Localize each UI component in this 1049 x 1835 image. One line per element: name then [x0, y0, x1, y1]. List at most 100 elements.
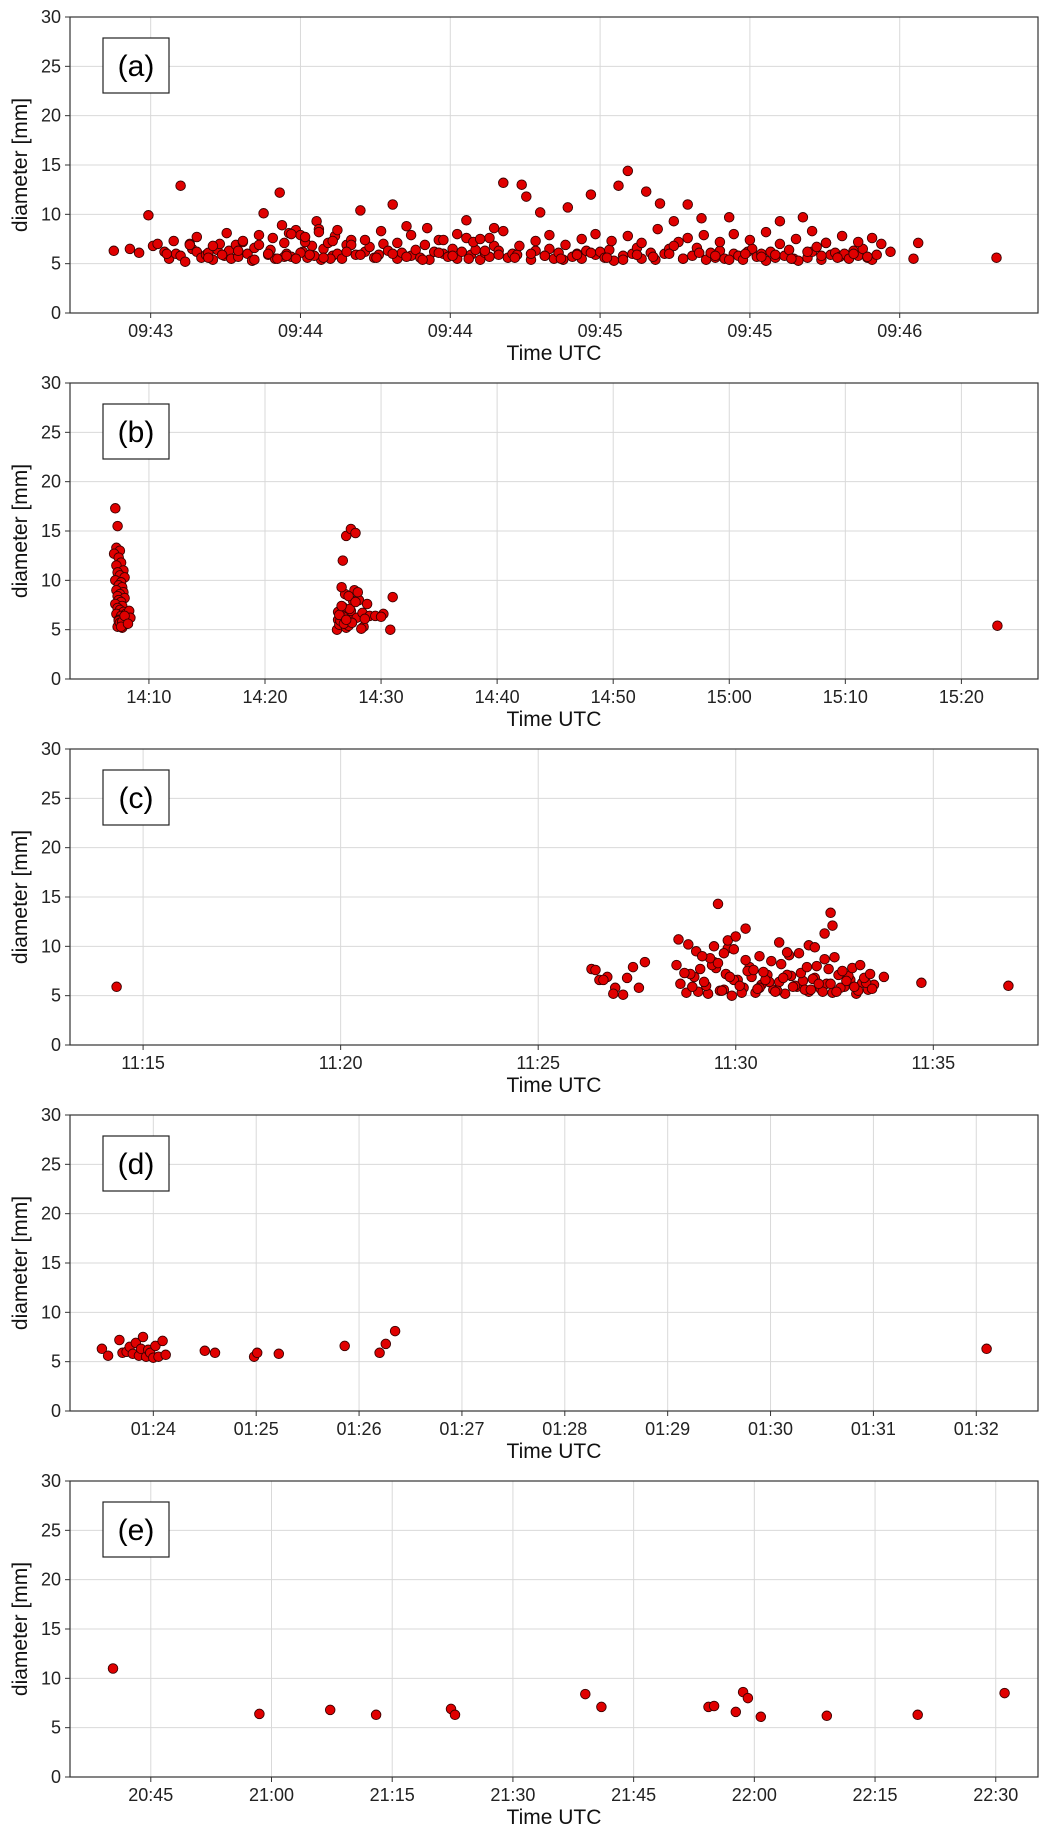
data-point: [622, 230, 634, 242]
data-point: [580, 1688, 591, 1700]
data-point: [254, 1708, 265, 1720]
data-point: [124, 243, 136, 255]
panel-label: (c): [119, 782, 154, 815]
x-tick-label: 01:32: [954, 1419, 999, 1439]
data-point: [687, 981, 698, 993]
data-point: [401, 220, 412, 232]
data-point: [258, 208, 269, 219]
y-tick-label: 5: [51, 986, 61, 1006]
data-point: [361, 598, 373, 610]
data-point: [355, 205, 366, 216]
y-axis-label: diameter [mm]: [9, 98, 32, 232]
data-point: [825, 978, 836, 990]
data-point: [539, 250, 551, 262]
plot-frame: [69, 382, 1039, 680]
x-tick-label: 11:35: [911, 1053, 955, 1073]
data-point: [253, 229, 265, 241]
y-tick-label: 5: [51, 254, 61, 274]
scatter-series: [108, 165, 1002, 267]
data-point: [405, 229, 417, 241]
data-point: [370, 1709, 382, 1721]
data-point: [797, 212, 809, 223]
data-point: [479, 245, 491, 257]
plot-frame: [69, 16, 1039, 314]
data-point: [232, 245, 244, 257]
data-point: [677, 253, 689, 264]
data-point: [801, 961, 813, 973]
data-point: [590, 228, 601, 240]
data-point: [576, 233, 587, 245]
x-tick-label: 09:45: [578, 321, 623, 341]
data-point: [740, 923, 751, 934]
data-point: [253, 239, 265, 251]
data-point: [912, 1709, 923, 1721]
data-point: [740, 954, 751, 966]
data-point: [179, 256, 191, 267]
y-tick-label: 15: [41, 1253, 61, 1273]
data-point: [783, 244, 795, 256]
data-point: [122, 618, 134, 629]
scatter-series: [111, 898, 1014, 1001]
data-point: [805, 984, 817, 995]
y-tick-label: 30: [41, 739, 61, 759]
data-point: [852, 236, 864, 248]
panel-label: (b): [118, 416, 155, 449]
panel-label-box: [102, 37, 170, 94]
data-point: [359, 613, 371, 625]
data-point: [562, 202, 574, 213]
data-point: [734, 980, 745, 992]
x-axis-label: Time UTC: [507, 1440, 602, 1463]
x-tick-label: 22:00: [732, 1785, 777, 1805]
x-tick-label: 20:45: [128, 1785, 173, 1805]
data-point: [802, 246, 813, 258]
data-point: [696, 950, 708, 962]
y-tick-label: 5: [51, 620, 61, 640]
data-point: [726, 990, 738, 1001]
data-point: [389, 1325, 401, 1337]
data-point: [712, 898, 724, 910]
data-point: [276, 219, 288, 231]
data-point: [781, 947, 793, 958]
data-point: [728, 944, 740, 955]
data-point: [339, 1340, 350, 1352]
data-point: [728, 228, 740, 240]
data-point: [272, 253, 283, 264]
data-point: [209, 1347, 221, 1359]
data-point: [355, 249, 366, 261]
data-point: [456, 246, 468, 258]
y-tick-label: 0: [51, 1401, 61, 1421]
data-point: [371, 252, 382, 263]
data-point: [221, 227, 232, 239]
data-point: [710, 250, 721, 262]
data-point: [991, 252, 1002, 263]
data-point: [585, 189, 597, 200]
x-tick-label: 09:45: [727, 321, 772, 341]
data-point: [336, 600, 347, 612]
y-tick-label: 20: [41, 1570, 61, 1590]
data-point: [758, 966, 769, 978]
data-point: [813, 978, 824, 990]
data-point: [299, 231, 311, 243]
data-point: [777, 972, 789, 984]
data-point: [825, 907, 836, 919]
x-tick-label: 09:46: [877, 321, 922, 341]
data-point: [916, 977, 927, 989]
data-point: [668, 215, 680, 227]
data-point: [636, 237, 647, 249]
panel-a: 0 5 10 15 20 25 30 09:43 09:44 09:44 09:45 09:45 09:…: [9, 7, 1039, 365]
data-point: [286, 228, 297, 240]
data-point: [133, 247, 145, 259]
x-tick-label: 01:25: [234, 1419, 279, 1439]
data-point: [203, 252, 214, 263]
data-point: [102, 1350, 114, 1361]
data-point: [827, 920, 838, 931]
data-point: [493, 249, 504, 261]
y-tick-label: 20: [41, 838, 61, 858]
data-point: [663, 248, 675, 260]
data-point: [375, 611, 387, 623]
data-point: [251, 1347, 263, 1359]
data-point: [871, 249, 882, 261]
y-tick-label: 0: [51, 1035, 61, 1055]
data-point: [313, 226, 325, 238]
x-tick-label: 01:24: [131, 1419, 176, 1439]
